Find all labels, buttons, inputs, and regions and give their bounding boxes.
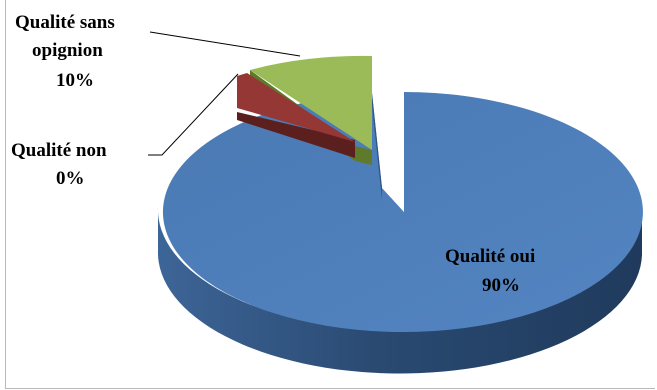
label-sans-opignion-percent: 10% [56, 70, 94, 91]
chart-frame [5, 0, 655, 389]
slice-qualite-oui-cut-face [372, 93, 382, 200]
label-sans-opignion-line1: Qualité sans [15, 12, 115, 33]
slice-qualite-oui [157, 92, 643, 374]
label-oui-percent: 90% [482, 275, 520, 296]
label-sans-opignion-line2: opignion [32, 40, 103, 61]
slice-qualite-non-side [237, 112, 355, 158]
leader-line-sans-opignion [149, 31, 301, 57]
slice-qualite-oui-top [162, 92, 643, 332]
label-non-percent: 0% [56, 168, 85, 189]
slice-qualite-non [237, 73, 355, 158]
slice-qualite-oui-side [157, 207, 642, 374]
label-non: Qualité non [11, 140, 107, 161]
leader-line-non [148, 73, 239, 156]
slice-qualite-non-top [237, 73, 355, 142]
label-oui: Qualité oui [445, 246, 535, 267]
slice-qualite-sans-opignion-top [250, 55, 372, 150]
